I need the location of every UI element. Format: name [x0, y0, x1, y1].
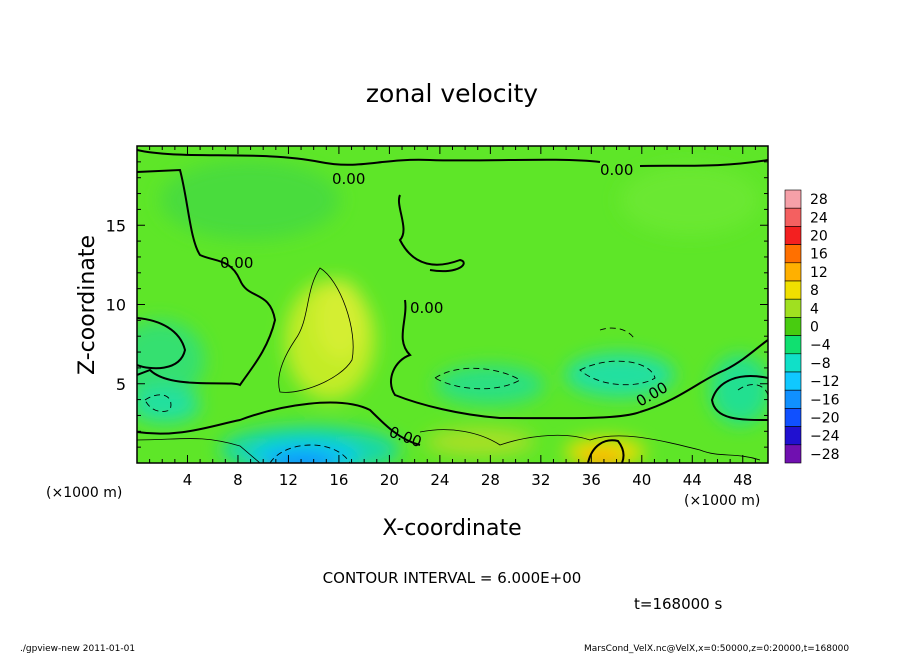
chart-title: zonal velocity [366, 79, 538, 108]
x-tick-label: 36 [582, 471, 601, 489]
y-tick-label: 10 [106, 296, 126, 315]
y-tick-label: 15 [106, 216, 126, 235]
x-tick-label: 48 [733, 471, 752, 489]
colorbar-swatch [784, 226, 802, 245]
colorbar-swatch [784, 353, 802, 373]
colorbar-label: 20 [810, 229, 828, 245]
x-unit-label-right: (×1000 m) [684, 493, 760, 509]
time-label: t=168000 s [634, 595, 722, 613]
colorbar-swatch [784, 408, 802, 427]
colorbar-swatch [784, 371, 802, 391]
contour-label: 0.00 [600, 161, 633, 179]
colorbar-label: 16 [810, 247, 828, 263]
heatmap-field [137, 146, 768, 463]
y-tick-label: 5 [116, 375, 126, 394]
colorbar-swatch [784, 262, 802, 282]
colorbar-label: 24 [810, 210, 828, 226]
x-tick-label: 12 [279, 471, 298, 489]
colorbar-label: −24 [810, 429, 840, 445]
colorbar-label: −4 [810, 338, 831, 354]
colorbar-label: −28 [810, 447, 840, 463]
x-tick-label: 20 [380, 471, 399, 489]
x-unit-label-left: (×1000 m) [46, 485, 122, 501]
colorbar-swatch [784, 426, 802, 446]
x-tick-label: 40 [632, 471, 651, 489]
contour-interval-text: CONTOUR INTERVAL = 6.000E+00 [323, 569, 582, 587]
contour-label: 0.00 [410, 299, 443, 317]
colorbar-swatch [784, 317, 802, 336]
y-axis-ticks: 5 10 15 [106, 145, 768, 464]
contour-label: 0.00 [220, 254, 253, 272]
colorbar-swatch [784, 207, 802, 227]
colorbar-swatch [784, 389, 802, 409]
x-tick-label: 8 [233, 471, 243, 489]
footer-left: ./gpview-new 2011-01-01 [20, 644, 135, 654]
colorbar-label: −8 [810, 356, 831, 372]
x-tick-label: 28 [481, 471, 500, 489]
colorbar-swatch [784, 335, 802, 355]
colorbar-label: −12 [810, 374, 840, 390]
x-tick-label: 44 [683, 471, 702, 489]
colorbar-label: 0 [810, 320, 819, 336]
colorbar: 28 24 20 16 12 8 4 0 −4 −8 −12 −16 −20 −24 −28 [784, 189, 840, 464]
x-tick-label: 16 [329, 471, 348, 489]
colorbar-swatch [784, 244, 802, 264]
contour-labels: 0.00 0.00 0.00 0.00 0.00 0.00 [220, 161, 671, 451]
colorbar-label: −16 [810, 392, 840, 408]
x-axis-ticks: 4 8 12 16 20 24 28 32 36 40 44 48 [136, 146, 769, 489]
colorbar-swatch [784, 189, 802, 209]
x-tick-label: 4 [183, 471, 193, 489]
colorbar-label: 28 [810, 192, 828, 208]
colorbar-swatch [784, 444, 802, 464]
contour-label: 0.00 [332, 170, 365, 188]
x-axis-label: X-coordinate [382, 516, 521, 541]
colorbar-label: 8 [810, 283, 819, 299]
x-tick-label: 32 [531, 471, 550, 489]
colorbar-label: 12 [810, 265, 828, 281]
colorbar-label: −20 [810, 411, 840, 427]
y-axis-label: Z-coordinate [75, 235, 100, 375]
colorbar-swatch [784, 298, 802, 318]
footer-right: MarsCond_VelX.nc@VelX,x=0:50000,z=0:2000… [584, 644, 849, 654]
colorbar-swatch [784, 280, 802, 300]
x-tick-label: 24 [430, 471, 449, 489]
colorbar-label: 4 [810, 301, 819, 317]
